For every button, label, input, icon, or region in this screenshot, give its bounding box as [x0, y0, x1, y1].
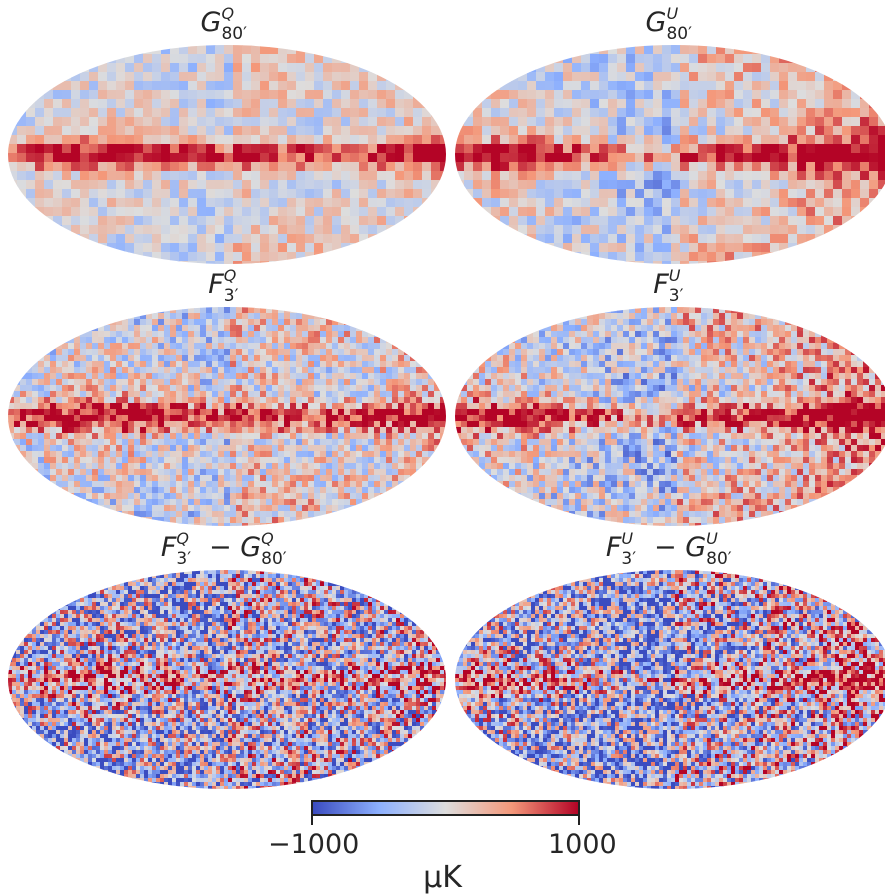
title-sup: Q — [176, 524, 189, 554]
title-minus-symbol: G — [240, 532, 261, 563]
panel-title-du: F U 3′ − G U 80′ — [453, 529, 885, 569]
title-symbol: G — [646, 7, 667, 38]
sky-map-gu80 — [455, 45, 885, 264]
title-sub: 3′ — [176, 544, 191, 574]
title-minus-sup: Q — [261, 524, 274, 554]
title-sup: Q — [224, 261, 237, 291]
title-minus-sub: 80′ — [706, 544, 732, 574]
colorbar-min-label: −1000 — [268, 830, 359, 860]
title-symbol: F — [606, 532, 622, 563]
title-minus-sup: U — [706, 524, 718, 554]
colorbar — [311, 800, 580, 816]
minus-sign: − — [209, 532, 232, 563]
title-symbol: F — [653, 269, 669, 300]
title-sub: 80′ — [221, 19, 247, 49]
sky-map-gq80 — [8, 45, 446, 264]
sky-map-fq3 — [8, 307, 446, 526]
title-minus-sub: 80′ — [261, 544, 287, 574]
title-sub: 3′ — [224, 281, 239, 311]
title-symbol: F — [161, 532, 177, 563]
title-sup: U — [666, 0, 678, 29]
title-sup: U — [621, 524, 633, 554]
panel-title-gu80: G U 80′ — [453, 4, 885, 44]
minus-sign: − — [654, 532, 677, 563]
sky-map-du — [455, 570, 885, 789]
panel-title-dq: F Q 3′ − G Q 80′ — [8, 529, 448, 569]
colorbar-unit-label: μK — [0, 862, 885, 894]
colorbar-tick-max — [578, 816, 580, 825]
sky-map-fu3 — [455, 307, 885, 526]
title-sub: 3′ — [621, 544, 636, 574]
title-symbol: G — [201, 7, 222, 38]
sky-map-dq — [8, 570, 446, 789]
panel-title-fq3: F Q 3′ — [8, 266, 448, 306]
title-symbol: F — [208, 269, 224, 300]
title-sup: U — [669, 261, 681, 291]
panel-title-gq80: G Q 80′ — [8, 4, 448, 44]
colorbar-max-label: 1000 — [548, 830, 617, 860]
title-sub: 3′ — [669, 281, 684, 311]
title-sub: 80′ — [666, 19, 692, 49]
title-minus-symbol: G — [685, 532, 706, 563]
title-sup: Q — [221, 0, 234, 29]
colorbar-tick-min — [311, 816, 313, 825]
panel-title-fu3: F U 3′ — [453, 266, 885, 306]
